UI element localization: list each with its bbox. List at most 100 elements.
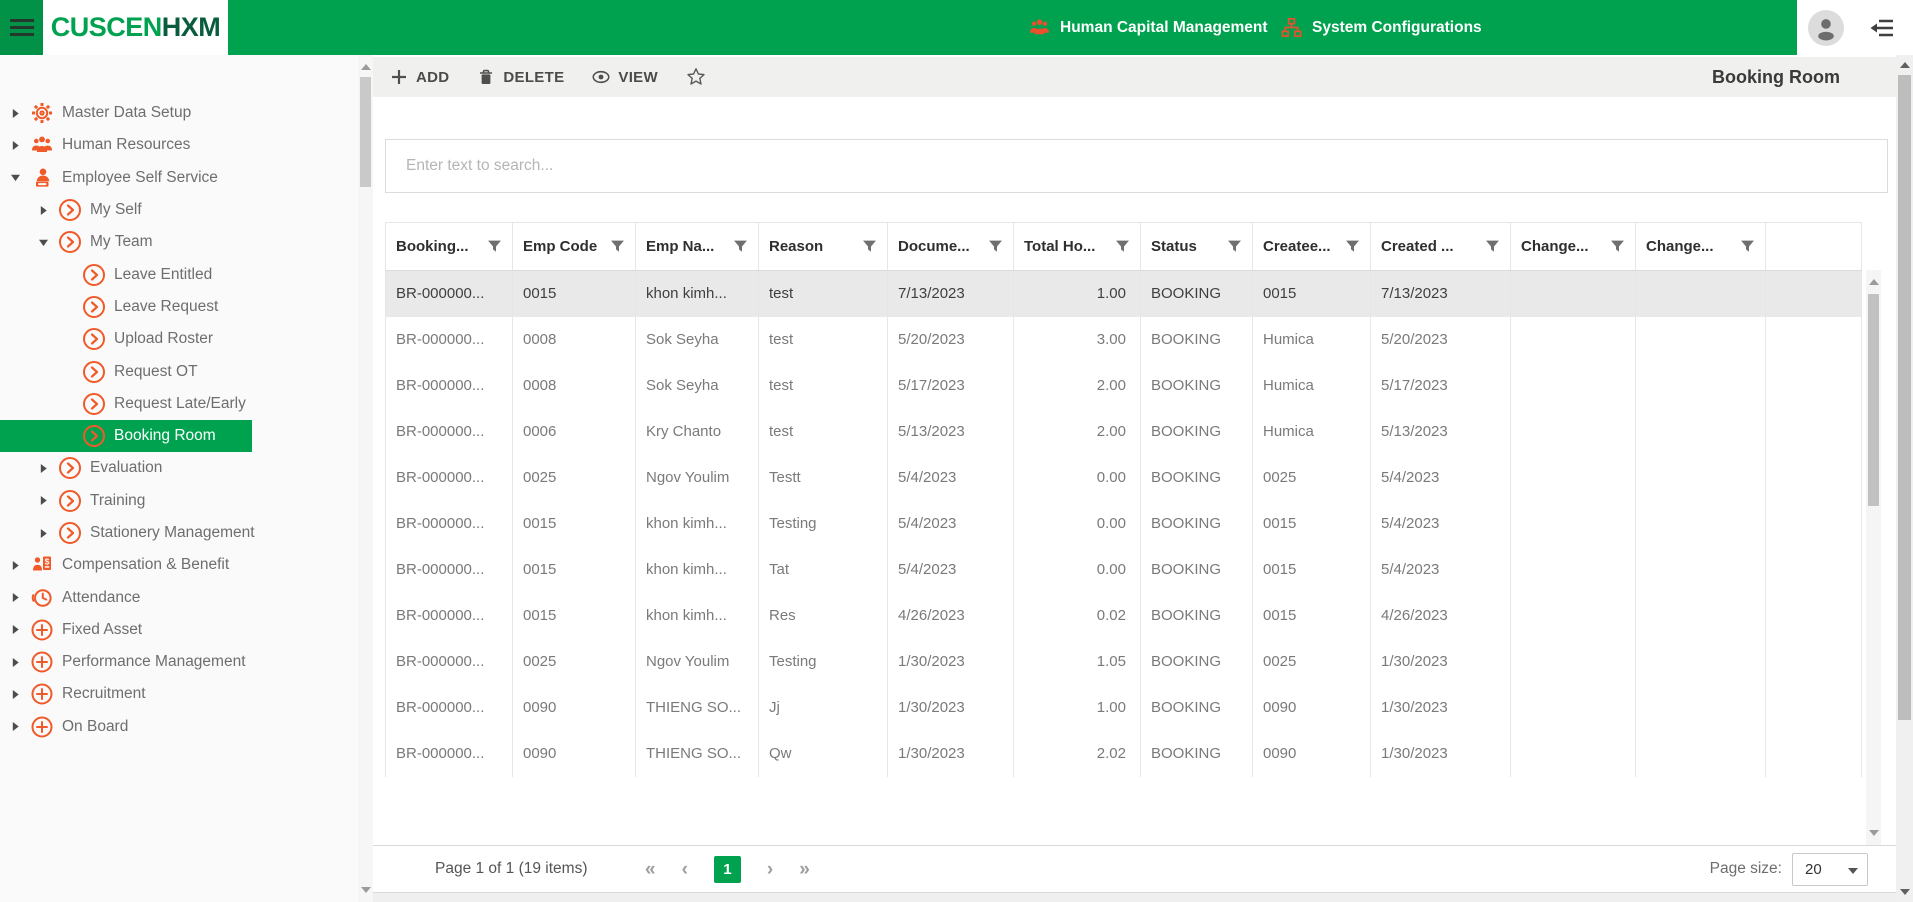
sidebar-scrollbar-thumb[interactable] (360, 77, 371, 187)
app-logo[interactable]: CUSCEN HXM (43, 0, 228, 55)
column-header-change-9[interactable]: Change... (1510, 222, 1636, 271)
page-size-select[interactable]: 20 (1792, 852, 1868, 886)
filter-funnel-icon[interactable] (1345, 239, 1360, 254)
column-header-emp-code-1[interactable]: Emp Code (512, 222, 636, 271)
next-page-icon[interactable]: › (766, 858, 774, 880)
column-header-booking-0[interactable]: Booking... (385, 222, 513, 271)
sidebar-item-booking-room[interactable]: Booking Room (0, 419, 252, 453)
column-header-reason-3[interactable]: Reason (758, 222, 888, 271)
sidebar-item-request-ot[interactable]: Request OT (0, 355, 212, 387)
filter-funnel-icon[interactable] (487, 239, 502, 254)
column-header-total-ho-5[interactable]: Total Ho... (1013, 222, 1141, 271)
prev-page-icon[interactable]: ‹ (681, 858, 688, 880)
table-row[interactable]: BR-000000... 0008 Sok Seyha test 5/20/2023 3.… (385, 316, 1862, 363)
filter-funnel-icon[interactable] (988, 239, 1003, 254)
table-row[interactable]: BR-000000... 0015 khon kimh... Res 4/26/2023… (385, 592, 1862, 639)
column-header-created-8[interactable]: Created ... (1370, 222, 1511, 271)
scroll-down-icon[interactable] (361, 887, 371, 893)
caret-right-icon[interactable] (8, 656, 22, 668)
sidebar-item-recruitment[interactable]: Recruitment (0, 678, 160, 710)
sidebar-item-my-self[interactable]: My Self (0, 194, 156, 226)
sidebar-item-training[interactable]: Training (0, 485, 159, 517)
sidebar-item-leave-entitled[interactable]: Leave Entitled (0, 258, 226, 290)
filter-funnel-icon[interactable] (1227, 239, 1242, 254)
cell-spacer (1765, 546, 1862, 593)
sidebar-item-request-late-early[interactable]: Request Late/Early (0, 388, 260, 420)
sidebar-item-on-board[interactable]: On Board (0, 711, 142, 743)
nav-human-capital-management[interactable]: Human Capital Management (1028, 0, 1268, 55)
filter-funnel-icon[interactable] (733, 239, 748, 254)
table-scrollbar[interactable] (1866, 270, 1881, 845)
sidebar-scrollbar[interactable] (358, 55, 373, 902)
caret-down-icon[interactable] (36, 236, 50, 248)
column-header-emp-na-2[interactable]: Emp Na... (635, 222, 759, 271)
nav-system-configurations[interactable]: System Configurations (1280, 0, 1482, 55)
filter-funnel-icon[interactable] (862, 239, 877, 254)
star-icon[interactable] (686, 67, 706, 87)
sidebar-item-leave-request[interactable]: Leave Request (0, 291, 232, 323)
table-row[interactable]: BR-000000... 0090 THIENG SO... Jj 1/30/2023 1… (385, 684, 1862, 731)
table-row[interactable]: BR-000000... 0090 THIENG SO... Qw 1/30/2023 2… (385, 730, 1862, 777)
filter-funnel-icon[interactable] (1740, 239, 1755, 254)
caret-down-icon[interactable] (8, 172, 22, 184)
first-page-icon[interactable]: « (645, 858, 656, 880)
page-number-current[interactable]: 1 (713, 855, 741, 883)
sidebar-item-stationery-management[interactable]: Stationery Management (0, 517, 269, 549)
sidebar-item-master-data-setup[interactable]: Master Data Setup (0, 97, 205, 129)
sidebar-item-compensation-benefit[interactable]: $ Compensation & Benefit (0, 549, 243, 581)
sidebar-item-upload-roster[interactable]: Upload Roster (0, 323, 227, 355)
sidebar-item-human-resources[interactable]: Human Resources (0, 129, 204, 161)
scroll-up-icon[interactable] (1869, 279, 1879, 285)
page-scrollbar-thumb[interactable] (1898, 75, 1911, 720)
scroll-up-icon[interactable] (361, 64, 371, 70)
scroll-down-icon[interactable] (1900, 889, 1910, 895)
sidebar-item-performance-management[interactable]: Performance Management (0, 646, 260, 678)
delete-button[interactable]: DELETE (477, 68, 564, 86)
hamburger-menu-button[interactable] (0, 0, 43, 55)
caret-right-icon[interactable] (8, 721, 22, 733)
table-row[interactable]: BR-000000... 0015 khon kimh... test 7/13/202… (385, 270, 1862, 317)
user-avatar-icon[interactable] (1808, 9, 1844, 46)
caret-right-icon[interactable] (36, 462, 50, 474)
filter-funnel-icon[interactable] (1115, 239, 1130, 254)
page-scrollbar[interactable] (1896, 55, 1913, 902)
caret-right-icon[interactable] (8, 624, 22, 636)
table-scrollbar-thumb[interactable] (1868, 294, 1879, 506)
cell: 1/30/2023 (1370, 684, 1511, 731)
caret-right-icon[interactable] (8, 688, 22, 700)
column-header-createe-7[interactable]: Createe... (1252, 222, 1371, 271)
caret-right-icon[interactable] (8, 592, 22, 604)
search-input[interactable] (385, 139, 1888, 193)
table-row[interactable]: BR-000000... 0015 khon kimh... Tat 5/4/2023 0… (385, 546, 1862, 593)
table-row[interactable]: BR-000000... 0008 Sok Seyha test 5/17/2023 2.… (385, 362, 1862, 409)
filter-funnel-icon[interactable] (610, 239, 625, 254)
caret-right-icon[interactable] (8, 139, 22, 151)
filter-funnel-icon[interactable] (1610, 239, 1625, 254)
sidebar-item-label: Evaluation (90, 459, 163, 477)
caret-right-icon[interactable] (8, 559, 22, 571)
table-row[interactable]: BR-000000... 0025 Ngov Youlim Testt 5/4/2023… (385, 454, 1862, 501)
caret-right-icon[interactable] (36, 495, 50, 507)
sidebar-item-my-team[interactable]: My Team (0, 226, 167, 258)
collapse-panel-icon[interactable] (1869, 17, 1895, 39)
sidebar-item-evaluation[interactable]: Evaluation (0, 452, 176, 484)
table-row[interactable]: BR-000000... 0025 Ngov Youlim Testing 1/30/2… (385, 638, 1862, 685)
last-page-icon[interactable]: » (799, 858, 810, 880)
sidebar-item-employee-self-service[interactable]: Employee Self Service (0, 162, 232, 194)
cell: BR-000000... (385, 408, 513, 455)
filter-funnel-icon[interactable] (1485, 239, 1500, 254)
view-button[interactable]: VIEW (592, 68, 658, 86)
scroll-down-icon[interactable] (1869, 830, 1879, 836)
caret-right-icon[interactable] (36, 527, 50, 539)
scroll-up-icon[interactable] (1900, 62, 1910, 68)
table-row[interactable]: BR-000000... 0006 Kry Chanto test 5/13/2023 2… (385, 408, 1862, 455)
caret-right-icon[interactable] (36, 204, 50, 216)
column-header-docume-4[interactable]: Docume... (887, 222, 1014, 271)
sidebar-item-attendance[interactable]: Attendance (0, 581, 154, 613)
caret-right-icon[interactable] (8, 107, 22, 119)
sidebar-item-fixed-asset[interactable]: Fixed Asset (0, 614, 156, 646)
column-header-status-6[interactable]: Status (1140, 222, 1253, 271)
add-button[interactable]: ADD (390, 68, 449, 86)
column-header-change-10[interactable]: Change... (1635, 222, 1766, 271)
table-row[interactable]: BR-000000... 0015 khon kimh... Testing 5/4/2… (385, 500, 1862, 547)
